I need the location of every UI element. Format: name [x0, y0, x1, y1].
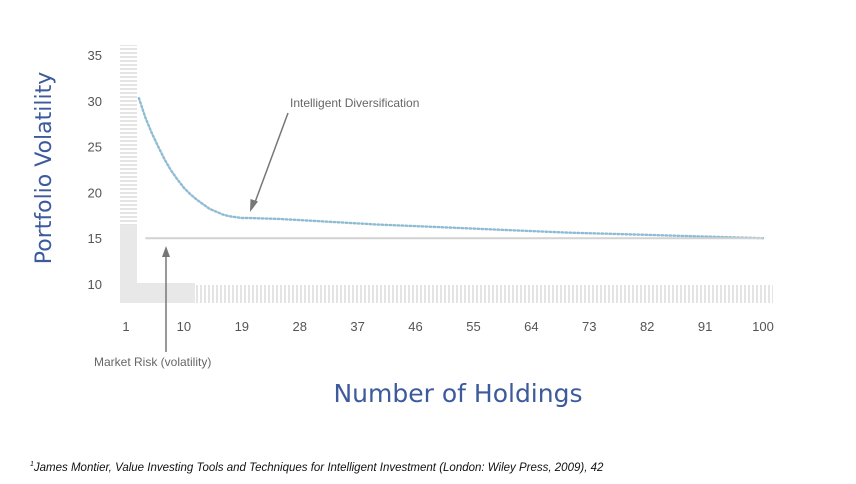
y-tick-label: 10: [88, 277, 102, 292]
background-pattern: [120, 45, 773, 303]
y-tick-label: 15: [88, 231, 102, 246]
annotation-intelligent-diversification: Intelligent Diversification: [290, 96, 419, 110]
arrowhead-market: [162, 246, 170, 257]
x-tick-label: 1: [122, 319, 129, 334]
footnote-text: James Montier, Value Investing Tools and…: [33, 461, 604, 474]
series-line-portfolio: [137, 96, 765, 240]
x-tick-label: 73: [582, 319, 596, 334]
arrowhead-intelligent: [250, 199, 258, 212]
y-tick-label: 20: [88, 185, 102, 200]
x-axis-ticks: 1 10 19 28 37 46 55 64 73 82 91 100: [122, 319, 773, 334]
x-tick-label: 64: [524, 319, 538, 334]
x-axis-label: Number of Holdings: [333, 379, 582, 408]
x-tick-label: 28: [292, 319, 306, 334]
x-tick-label: 91: [698, 319, 712, 334]
y-tick-label: 35: [88, 48, 102, 63]
annotation-arrow-intelligent: [253, 112, 289, 206]
y-tick-label: 30: [88, 94, 102, 109]
y-tick-label: 25: [88, 140, 102, 155]
x-tick-label: 19: [235, 319, 249, 334]
footnote: 1James Montier, Value Investing Tools an…: [30, 461, 830, 474]
y-axis-label: Portfolio Volatility: [32, 72, 57, 265]
y-axis-ticks: 10 15 20 25 30 35: [88, 48, 102, 292]
series-group: [137, 96, 765, 240]
x-tick-label: 82: [640, 319, 654, 334]
x-tick-label: 100: [752, 319, 774, 334]
footnote-marker: 1: [30, 461, 34, 468]
x-tick-label: 37: [350, 319, 364, 334]
annotations: Intelligent Diversification Market Risk …: [94, 96, 419, 369]
x-tick-label: 55: [466, 319, 480, 334]
x-tick-label: 10: [177, 319, 191, 334]
annotation-market-risk: Market Risk (volatility): [94, 355, 211, 369]
x-tick-label: 46: [408, 319, 422, 334]
